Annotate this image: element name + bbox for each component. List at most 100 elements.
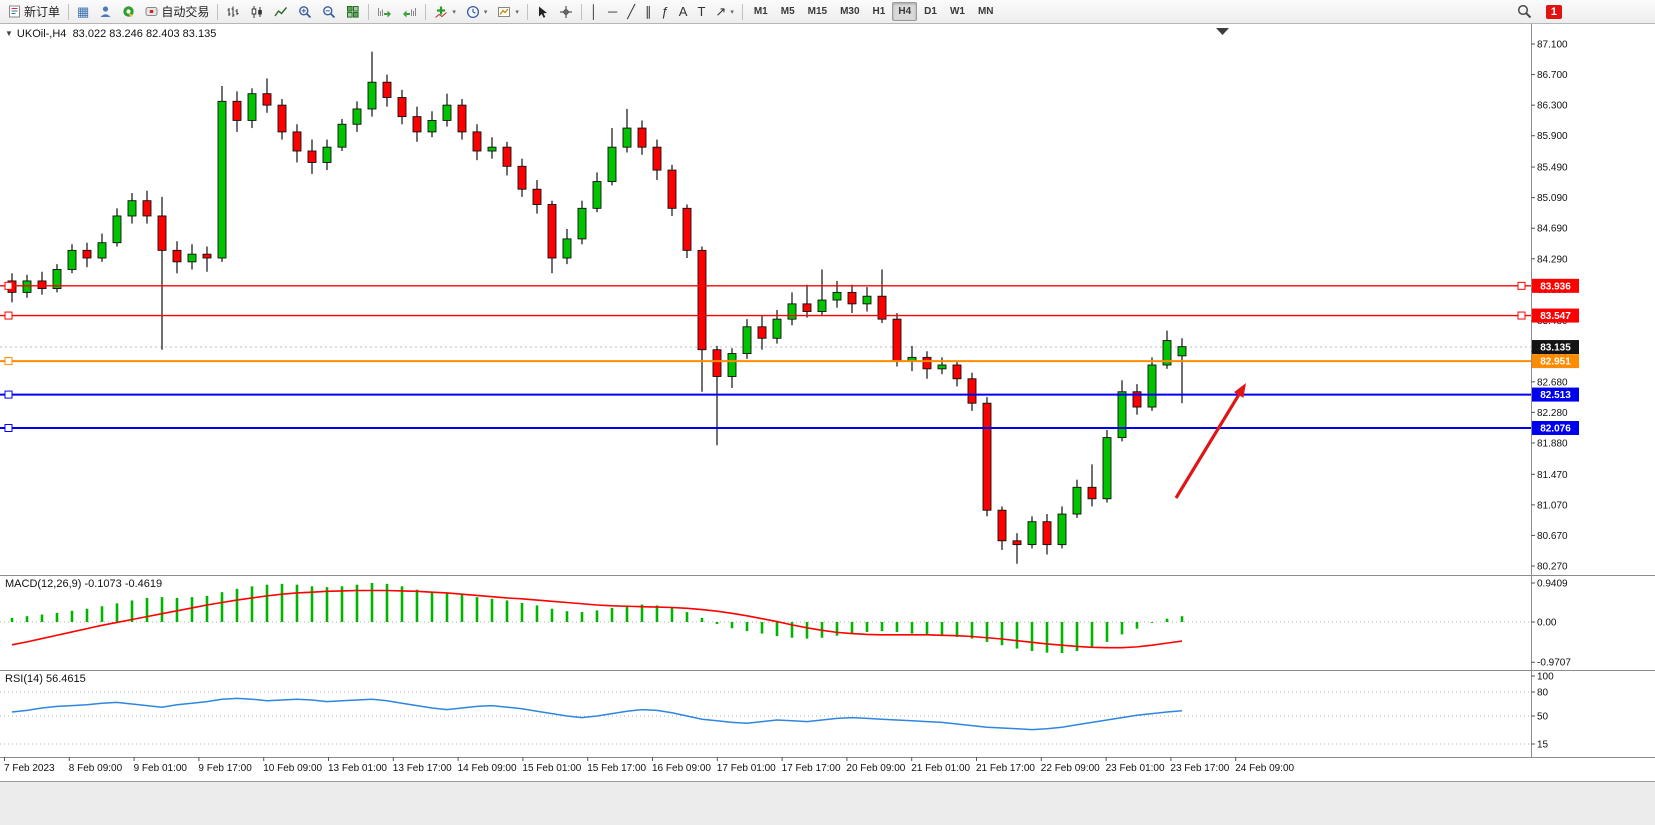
market-watch-button[interactable]: ▦: [72, 2, 94, 22]
candle: [442, 93, 452, 127]
chevron-down-icon: ▾: [515, 8, 519, 16]
timeframe-m1-button[interactable]: M1: [753, 6, 768, 17]
bar-chart-mode-button[interactable]: [221, 2, 245, 22]
price-axis-label: 81.070: [1537, 500, 1568, 511]
candle: [52, 264, 62, 293]
price-axis-label: 86.700: [1537, 70, 1568, 81]
line-handle[interactable]: [4, 281, 13, 290]
macd-axis-label: 0.9409: [1537, 578, 1568, 589]
timeframe-m15-button[interactable]: M15: [807, 6, 828, 17]
indicators-button[interactable]: ▾: [429, 2, 461, 22]
window-bottom-area: [0, 781, 1655, 825]
one-click-trading-toggle[interactable]: ▼: [5, 29, 13, 38]
candle: [1012, 533, 1022, 564]
auto-scroll-button[interactable]: [372, 2, 397, 22]
horizontal-line-tool-button[interactable]: ─: [603, 2, 622, 22]
mql-community-button[interactable]: [117, 2, 140, 22]
zoom-in-button[interactable]: [293, 2, 317, 22]
auto-trading-button[interactable]: 自动交易: [140, 2, 214, 22]
search-button[interactable]: [1512, 2, 1537, 22]
candle: [82, 242, 92, 268]
chart-shift-button[interactable]: [397, 2, 422, 22]
candle: [997, 506, 1007, 550]
candle: [187, 244, 197, 270]
toolbar-separator: [526, 3, 528, 20]
candle: [922, 351, 932, 379]
vertical-line-tool-button[interactable]: │: [585, 2, 603, 22]
rsi-indicator-label: RSI(14) 56.4615: [5, 673, 86, 685]
notification-badge[interactable]: 1: [1545, 4, 1562, 19]
candle: [142, 190, 152, 224]
text-tool-icon: A: [678, 4, 688, 19]
candle: [1072, 479, 1082, 518]
rsi-axis-label: 100: [1537, 672, 1554, 683]
timeframe-h4-button[interactable]: H4: [892, 2, 918, 21]
fibonacci-tool-button[interactable]: ƒ: [657, 2, 674, 22]
timeframe-mn-button[interactable]: MN: [977, 6, 994, 17]
new-order-icon: [9, 5, 20, 18]
timeframe-w1-button[interactable]: W1: [949, 6, 965, 17]
candle: [1042, 514, 1052, 555]
line-handle[interactable]: [1517, 281, 1526, 290]
trend-arrow[interactable]: [1174, 383, 1246, 499]
price-axis-label: 82.280: [1537, 408, 1568, 419]
tile-windows-button[interactable]: [341, 2, 365, 22]
zoom-out-button[interactable]: [317, 2, 341, 22]
time-axis-label: 16 Feb 09:00: [652, 763, 711, 774]
line-chart-icon: [274, 6, 288, 16]
line-handle[interactable]: [4, 311, 13, 320]
timeframe-h1-button[interactable]: H1: [872, 6, 886, 17]
candle: [382, 74, 392, 107]
line-handle[interactable]: [4, 423, 13, 432]
rsi-axis-label: 80: [1537, 688, 1549, 699]
line-handle[interactable]: [4, 357, 13, 366]
price-axis-label: 84.690: [1537, 224, 1568, 235]
line-handle[interactable]: [4, 390, 13, 399]
candle: [367, 51, 377, 117]
navigator-button[interactable]: [94, 2, 117, 22]
candle: [847, 284, 857, 314]
toolbar-separator: [580, 3, 582, 20]
candle: [112, 208, 122, 247]
toolbar-separator: [217, 3, 219, 20]
text-label-tool-button[interactable]: T: [692, 2, 710, 22]
crosshair-tool-button[interactable]: [554, 2, 578, 22]
time-axis-label: 24 Feb 09:00: [1235, 763, 1294, 774]
candlestick-mode-button[interactable]: [245, 2, 269, 22]
auto-scroll-icon: [378, 7, 392, 17]
search-icon: [1517, 4, 1532, 19]
periods-button[interactable]: ▾: [461, 2, 493, 22]
price-axis-label: 81.470: [1537, 470, 1568, 481]
templates-button[interactable]: ▾: [492, 2, 524, 22]
chevron-down-icon: ▾: [452, 8, 456, 16]
channel-tool-button[interactable]: ∥: [640, 2, 657, 22]
candle: [742, 319, 752, 359]
timeframe-m5-button[interactable]: M5: [780, 6, 795, 17]
candle: [757, 315, 767, 350]
candlestick-icon: [252, 5, 263, 18]
timeframe-m30-button[interactable]: M30: [840, 6, 860, 17]
candle: [157, 196, 167, 350]
time-axis-label: 17 Feb 17:00: [782, 763, 841, 774]
chart-canvas[interactable]: 87.100 86.700 86.300 85.900 85.490 85.090 84.6…: [0, 24, 1655, 781]
candle: [592, 172, 602, 213]
timeframe-group: M1 M5 M15 M30 H1 H4 D1 W1 MN: [748, 2, 1000, 21]
price-badge-label: 83.135: [1540, 343, 1571, 354]
time-axis-label: 9 Feb 01:00: [134, 763, 188, 774]
time-axis-label: 13 Feb 01:00: [328, 763, 387, 774]
line-chart-mode-button[interactable]: [269, 2, 293, 22]
candle: [967, 372, 977, 411]
cursor-tool-button[interactable]: [531, 2, 554, 22]
candle: [97, 233, 107, 262]
channel-icon: ∥: [645, 4, 652, 19]
text-tool-button[interactable]: A: [674, 2, 693, 22]
timeframe-d1-button[interactable]: D1: [924, 6, 937, 17]
arrows-tool-button[interactable]: ↗ ▾: [710, 2, 738, 22]
candle: [37, 271, 47, 295]
new-order-button[interactable]: 新订单: [3, 2, 65, 22]
line-handle[interactable]: [1517, 311, 1526, 320]
trendline-tool-button[interactable]: ╱: [622, 2, 640, 22]
price-axis-label: 86.300: [1537, 101, 1568, 112]
candle: [217, 86, 227, 262]
chart-shift-marker[interactable]: [1216, 28, 1229, 35]
